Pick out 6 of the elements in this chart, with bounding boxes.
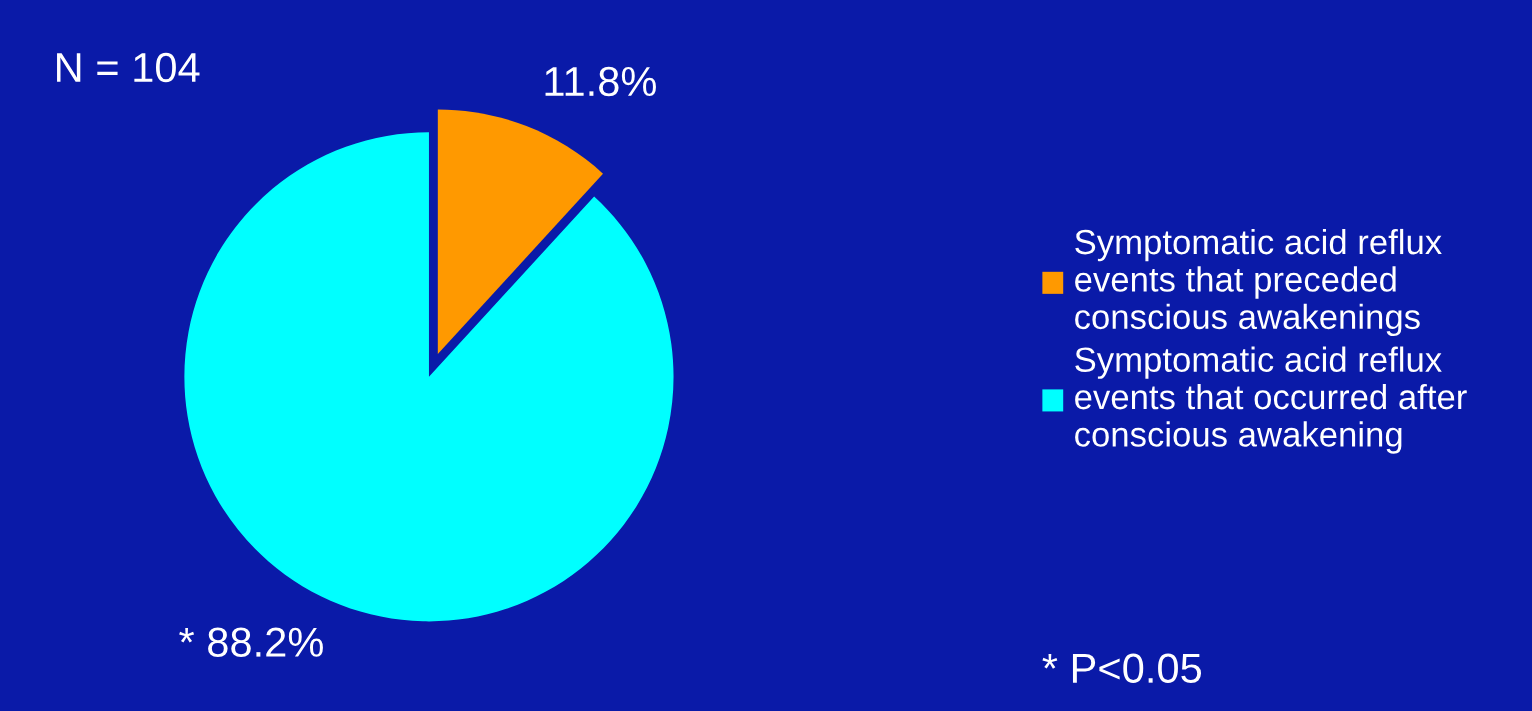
legend-label: Symptomatic acid reflux events that occurred after conscious awakening bbox=[1075, 346, 1467, 454]
text: * P<0.05 bbox=[1042, 653, 1202, 684]
text: N = 104 bbox=[57, 52, 200, 83]
legend-label: Symptomatic acid reflux events that preceded conscious awakenings bbox=[1075, 228, 1442, 337]
data-label: * 88.2% bbox=[179, 627, 323, 658]
data-label: 11.8% bbox=[545, 66, 656, 97]
